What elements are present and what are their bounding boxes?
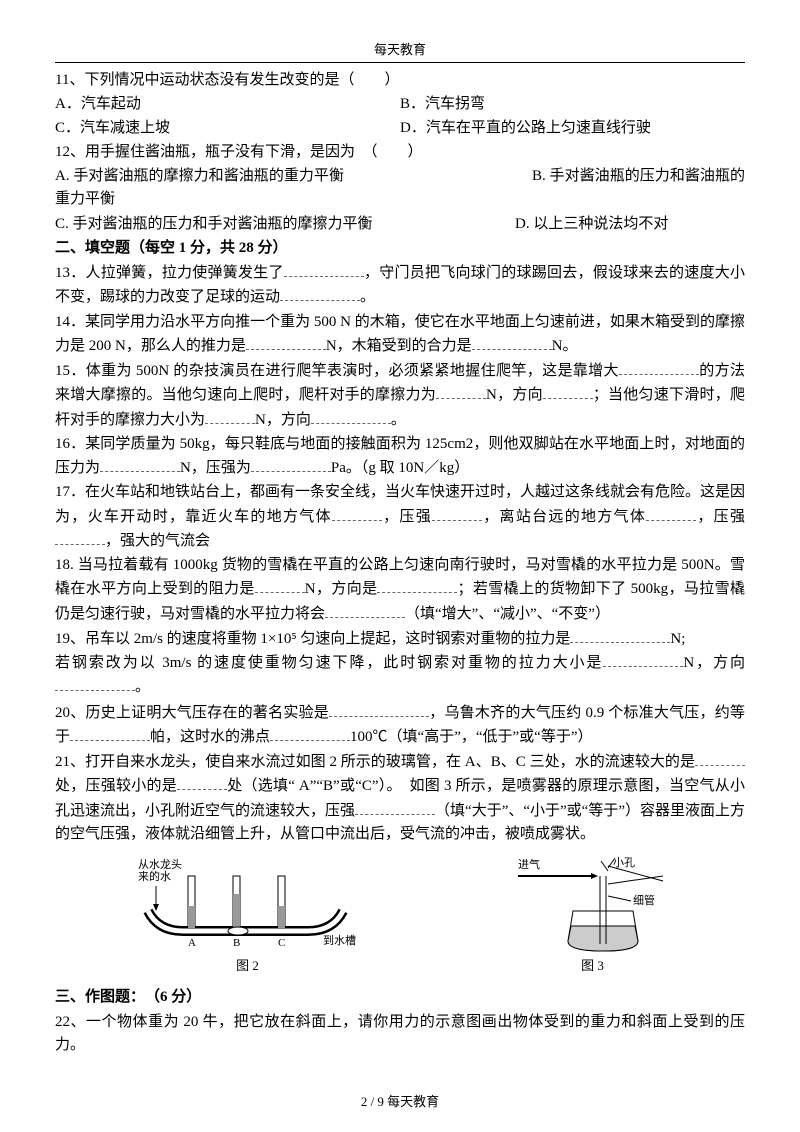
q12-c: C. 手对酱油瓶的压力和手对酱油瓶的摩擦力平衡 <box>55 216 373 232</box>
section3-title: 三、作图题： （6 分） <box>55 986 745 1009</box>
fig2-caption: 图 2 <box>128 956 368 976</box>
blank <box>543 383 593 399</box>
q13: 13．人拉弹簧，拉力使弹簧发生了，守门员把飞向球门的球踢回去，假设球来去的速度大… <box>55 261 745 310</box>
q13-a: 13．人拉弹簧，拉力使弹簧发生了 <box>55 265 284 281</box>
blank <box>377 577 457 593</box>
q12-line2: C. 手对酱油瓶的压力和手对酱油瓶的摩擦力平衡 D. 以上三种说法均不对 <box>55 213 745 236</box>
q17-d: ，压强 <box>696 509 745 525</box>
q15-c: N，方向 <box>486 387 543 403</box>
q21-a: 21、打开自来水龙头，使自来水流过如图 2 所示的玻璃管，在 A、B、C 三处，… <box>55 754 695 770</box>
q19: 19、吊车以 2m/s 的速度将重物 1×10⁵ 匀速向上提起，这时钢索对重物的… <box>55 627 745 700</box>
blank <box>270 725 350 741</box>
blank <box>695 750 745 766</box>
q19-b: N; <box>670 631 685 647</box>
q18-b: N，方向是 <box>305 581 378 597</box>
figure-2: 从水龙头 来的水 A B C 到水槽 <box>128 856 368 976</box>
q14-c: N。 <box>552 338 578 354</box>
q11-stem: 11、下列情况中运动状态没有发生改变的是（ ） <box>55 69 745 92</box>
q12-line1: A. 手对酱油瓶的摩擦力和酱油瓶的重力平衡 B. 手对酱油瓶的压力和酱油瓶的重力… <box>55 165 745 212</box>
q19-e: 。 <box>135 679 150 695</box>
q16-b: N，压强为 <box>180 460 251 476</box>
blank <box>472 334 552 350</box>
q13-c: 。 <box>360 289 375 305</box>
q14: 14．某同学用力沿水平方向推一个重为 500 N 的木箱，使它在水平地面上匀速前… <box>55 311 745 359</box>
q18: 18. 当马拉着载有 1000kg 货物的雪橇在平直的公路上匀速向南行驶时，马对… <box>55 554 745 626</box>
q21: 21、打开自来水龙头，使自来水流过如图 2 所示的玻璃管，在 A、B、C 三处，… <box>55 750 745 846</box>
q20: 20、历史上证明大气压存在的著名实验是，乌鲁木齐的大气压约 0.9 个标准大气压… <box>55 701 745 750</box>
q21-b: 处，压强较小的是 <box>55 778 177 794</box>
blank <box>284 261 364 277</box>
svg-text:小孔: 小孔 <box>613 856 635 869</box>
q11-row1: A．汽车起动 B．汽车拐弯 <box>55 93 745 116</box>
page-header: 每天教育 <box>55 40 745 63</box>
blank <box>603 651 683 667</box>
blank <box>280 285 360 301</box>
q11-a: A．汽车起动 <box>55 93 400 116</box>
blank <box>436 383 486 399</box>
blank <box>55 529 105 545</box>
page-footer: 2 / 9 每天教育 <box>0 1092 800 1112</box>
q17: 17．在火车站和地铁站台上，都画有一条安全线，当火车快速开过时，人越过这条线就会… <box>55 481 745 553</box>
svg-text:B: B <box>233 937 240 949</box>
q20-a: 20、历史上证明大气压存在的著名实验是 <box>55 705 329 721</box>
q15-e: N，方向 <box>255 412 311 428</box>
blank <box>205 408 255 424</box>
q12-a: A. 手对酱油瓶的摩擦力和酱油瓶的重力平衡 <box>55 168 344 184</box>
q12-d: D. 以上三种说法均不对 <box>515 216 668 232</box>
blank <box>177 774 227 790</box>
fig2-left-label: 从水龙头 <box>138 858 182 871</box>
q16-c: Pa。（g 取 10N／kg） <box>331 460 469 476</box>
q15: 15．体重为 500N 的杂技演员在进行爬竿表演时，必须紧紧地握住爬竿，这是靠增… <box>55 359 745 432</box>
figures-row: 从水龙头 来的水 A B C 到水槽 <box>55 856 745 976</box>
blank <box>329 701 429 717</box>
blank <box>255 577 305 593</box>
svg-text:A: A <box>188 937 196 949</box>
blank <box>70 725 150 741</box>
q15-a: 15．体重为 500N 的杂技演员在进行爬竿表演时，必须紧紧地握住爬竿，这是靠增… <box>55 363 619 379</box>
q12-stem: 12、用手握住酱油瓶，瓶子没有下滑，是因为 （ ） <box>55 141 745 164</box>
blank <box>646 505 696 521</box>
blank <box>432 505 482 521</box>
q19-d: N，方向 <box>683 655 745 671</box>
content-body: 11、下列情况中运动状态没有发生改变的是（ ） A．汽车起动 B．汽车拐弯 C．… <box>55 69 745 1057</box>
blank <box>100 456 180 472</box>
fig3-caption: 图 3 <box>513 956 673 976</box>
blank <box>332 505 382 521</box>
blank <box>251 456 331 472</box>
q17-b: ，压强 <box>382 509 432 525</box>
svg-text:来的水: 来的水 <box>138 869 171 883</box>
blank <box>325 602 405 618</box>
q11-d: D．汽车在平直的公路上匀速直线行驶 <box>400 117 745 140</box>
q17-e: ，强大的气流会 <box>105 533 210 549</box>
q22: 22、一个物体重为 20 牛，把它放在斜面上，请你用力的示意图画出物体受到的重力… <box>55 1011 745 1058</box>
svg-text:进气: 进气 <box>518 857 540 871</box>
q19-a: 19、吊车以 2m/s 的速度将重物 1×10⁵ 匀速向上提起，这时钢索对重物的… <box>55 631 570 647</box>
blank <box>619 359 699 375</box>
q20-c: 帕，这时水的沸点 <box>150 729 270 745</box>
q19-c: 若钢索改为以 3m/s 的速度使重物匀速下降，此时钢索对重物的拉力大小是 <box>55 655 603 671</box>
svg-text:到水槽: 到水槽 <box>323 934 356 947</box>
section2-title: 二、填空题（每空 1 分，共 28 分） <box>55 237 745 260</box>
q17-c: ，离站台远的地方气体 <box>482 509 646 525</box>
blank <box>355 799 435 815</box>
q11-c: C．汽车减速上坡 <box>55 117 400 140</box>
svg-text:细管: 细管 <box>633 893 655 907</box>
blank <box>55 675 135 691</box>
q20-d: 100℃（填“高于”，“低于”或“等于”） <box>350 729 592 745</box>
blank <box>311 408 391 424</box>
q16: 16．某同学质量为 50kg，每只鞋底与地面的接触面积为 125cm2，则他双脚… <box>55 433 745 481</box>
blank <box>246 334 326 350</box>
q11-row2: C．汽车减速上坡 D．汽车在平直的公路上匀速直线行驶 <box>55 117 745 140</box>
q11-b: B．汽车拐弯 <box>400 93 745 116</box>
q18-d: （填“增大”、“减小”、“不变”） <box>405 606 610 622</box>
figure-3: 进气 小孔 细管 图 3 <box>513 856 673 976</box>
svg-text:C: C <box>278 937 285 949</box>
q15-f: 。 <box>391 412 406 428</box>
blank <box>570 627 670 643</box>
q14-b: N，木箱受到的合力是 <box>326 338 472 354</box>
